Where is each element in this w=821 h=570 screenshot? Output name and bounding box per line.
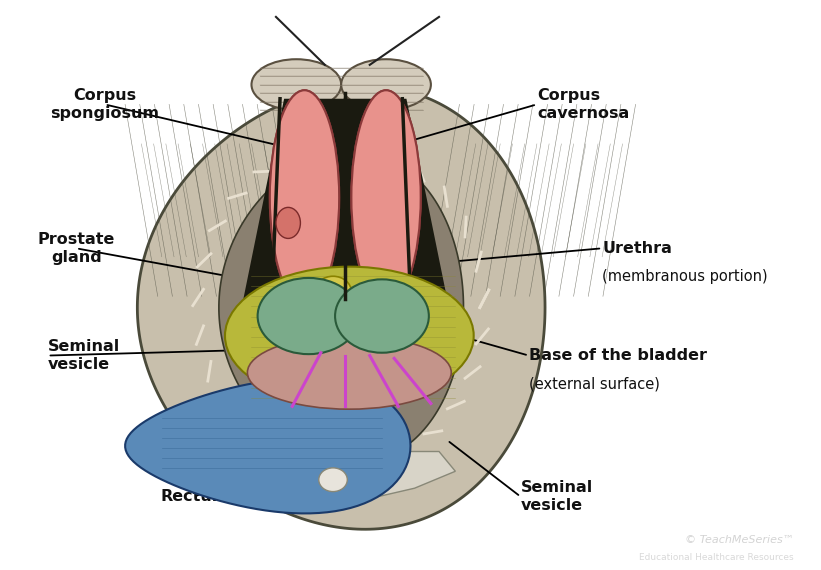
Ellipse shape [270,90,339,305]
Polygon shape [243,99,447,299]
Text: Seminal
vesicle: Seminal vesicle [48,339,120,372]
Text: (external surface): (external surface) [529,376,659,392]
Ellipse shape [270,90,339,305]
Ellipse shape [247,336,452,409]
Text: Corpus
spongiosum: Corpus spongiosum [50,88,159,121]
Ellipse shape [351,90,420,305]
Polygon shape [243,451,456,499]
Ellipse shape [319,468,347,491]
Text: Rectum: Rectum [160,489,228,504]
Ellipse shape [351,90,420,305]
Ellipse shape [314,276,351,307]
Text: Corpus
cavernosa: Corpus cavernosa [537,88,629,121]
Ellipse shape [342,59,431,110]
Ellipse shape [276,207,300,238]
Text: Seminal
vesicle: Seminal vesicle [521,480,593,513]
Text: Prostate
gland: Prostate gland [38,232,115,265]
Text: (membranous portion): (membranous portion) [602,269,768,284]
Ellipse shape [251,59,342,110]
Text: Educational Healthcare Resources: Educational Healthcare Resources [639,552,794,561]
Ellipse shape [225,267,474,405]
Polygon shape [137,86,545,530]
Polygon shape [125,378,410,514]
Text: Base of the bladder: Base of the bladder [529,348,707,363]
Ellipse shape [335,279,429,353]
Ellipse shape [258,278,360,354]
Text: © TeachMeSeries™: © TeachMeSeries™ [685,535,794,545]
Text: Urethra: Urethra [602,241,672,256]
Polygon shape [219,152,464,463]
